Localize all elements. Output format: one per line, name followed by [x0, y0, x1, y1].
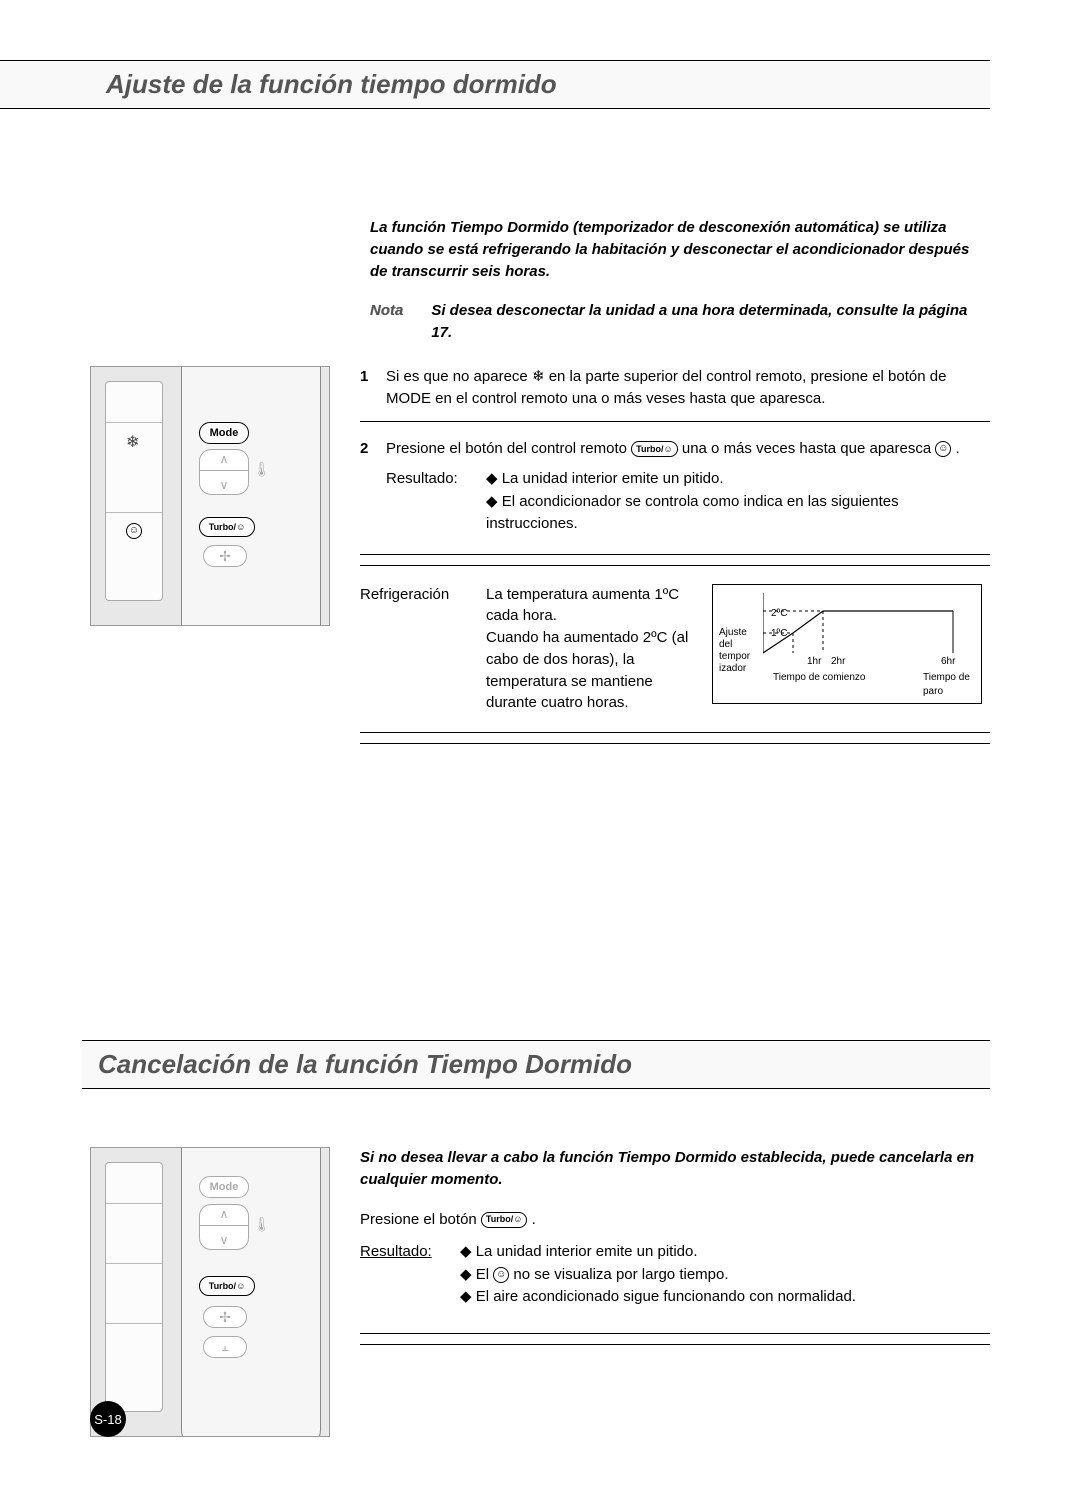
chart-start: Tiempo de comienzo — [773, 671, 865, 686]
turbo-button: Turbo/☺ — [199, 517, 255, 537]
nota-text: Si desea desconectar la unidad a una hor… — [431, 300, 990, 344]
chart-x6: 6hr — [941, 655, 955, 670]
sleep-icon: ☺ — [126, 522, 142, 540]
turbo-icon: Turbo/☺ — [481, 1212, 528, 1228]
up-down-button — [199, 1204, 249, 1250]
press-b: . — [532, 1211, 536, 1228]
step-1-num: 1 — [360, 366, 386, 410]
mode-button: Mode — [199, 422, 249, 444]
chart-y2: 2ºC — [771, 607, 787, 622]
result-1-2: El acondicionador se controla como indic… — [486, 491, 990, 536]
page-number: S-18 — [94, 1412, 121, 1427]
step-2-num: 2 — [360, 438, 386, 460]
snowflake-icon: ❄ — [126, 432, 139, 452]
press-line: Presione el botón Turbo/☺ . — [360, 1209, 990, 1232]
turbo-icon: Turbo/☺ — [631, 441, 678, 457]
page-number-badge: S-18 — [90, 1401, 126, 1437]
thermometer-icon: 🌡 — [253, 461, 271, 478]
mode-button-grey: Mode — [199, 1176, 249, 1198]
swing-button: ⫠ — [203, 1336, 247, 1358]
chart-y1: 1ºC — [771, 627, 787, 642]
sleep-icon: ☺ — [935, 441, 951, 457]
title-2: Cancelación de la función Tiempo Dormido — [98, 1049, 974, 1080]
temperature-chart: 2ºC 1ºC Ajuste del tempor izador 1hr 2hr… — [712, 584, 982, 704]
chart-x1: 1hr — [807, 655, 821, 670]
turbo-button: Turbo/☺ — [199, 1276, 255, 1296]
chart-yaxis-label: Ajuste del tempor izador — [719, 627, 761, 675]
result-2-2b: no se visualiza por largo tiempo. — [513, 1266, 728, 1283]
title-bar-1: Ajuste de la función tiempo dormido — [0, 60, 990, 109]
chart-stop: Tiempo de paro — [923, 671, 981, 700]
step-2: 2 Presione el botón del control remoto T… — [360, 438, 990, 460]
thermometer-icon: 🌡 — [253, 1216, 271, 1233]
intro-2: Si no desea llevar a cabo la función Tie… — [360, 1147, 990, 1191]
step-2-c: . — [956, 440, 960, 457]
refrigeration-label: Refrigeración — [360, 584, 470, 606]
chart-svg — [763, 593, 973, 663]
intro-1: La función Tiempo Dormido (temporizador … — [370, 217, 990, 282]
chart-x2: 2hr — [831, 655, 845, 670]
remote-illustration-1: ❄ ☺ Mode 🌡 Turbo/☺ ✢ — [90, 366, 330, 760]
divider — [360, 732, 990, 733]
remote-illustration-2: Mode 🌡 Turbo/☺ ✢ ⫠ — [90, 1147, 330, 1437]
result-row-2: Resultado: La unidad interior emite un p… — [360, 1241, 990, 1309]
nota-label: Nota — [370, 300, 403, 344]
divider — [360, 565, 990, 566]
refrigeration-text: La temperatura aumenta 1ºC cada hora. Cu… — [486, 584, 696, 715]
press-a: Presione el botón — [360, 1211, 481, 1228]
step-1-a: Si es que no aparece — [386, 368, 532, 385]
result-2-2a: El — [460, 1266, 493, 1283]
step-1: 1 Si es que no aparece ❄ en la parte sup… — [360, 366, 990, 410]
result-label: Resultado: — [386, 468, 486, 536]
air-button: ✢ — [203, 545, 247, 567]
result-2-1: La unidad interior emite un pitido. — [460, 1241, 990, 1264]
step-2-b: una o más veces hasta que aparesca — [682, 440, 936, 457]
result-1-1: La unidad interior emite un pitido. — [486, 468, 990, 491]
up-down-button — [199, 449, 249, 495]
step-2-a: Presione el botón del control remoto — [386, 440, 631, 457]
divider — [360, 1344, 990, 1345]
title-1: Ajuste de la función tiempo dormido — [106, 69, 974, 100]
nota-row: Nota Si desea desconectar la unidad a un… — [370, 300, 990, 344]
divider — [360, 1333, 990, 1334]
sleep-icon: ☺ — [493, 1267, 509, 1283]
refrigeration-row: Refrigeración La temperatura aumenta 1ºC… — [360, 584, 990, 715]
divider — [360, 554, 990, 555]
result-2-3: El aire acondicionado sigue funcionando … — [460, 1286, 990, 1309]
result-label-2: Resultado: — [360, 1241, 460, 1309]
divider — [360, 421, 990, 422]
title-bar-2: Cancelación de la función Tiempo Dormido — [82, 1040, 990, 1089]
divider — [360, 743, 990, 744]
air-button: ✢ — [203, 1306, 247, 1328]
result-row-1: Resultado: La unidad interior emite un p… — [386, 468, 990, 536]
snowflake-icon: ❄ — [532, 366, 545, 388]
